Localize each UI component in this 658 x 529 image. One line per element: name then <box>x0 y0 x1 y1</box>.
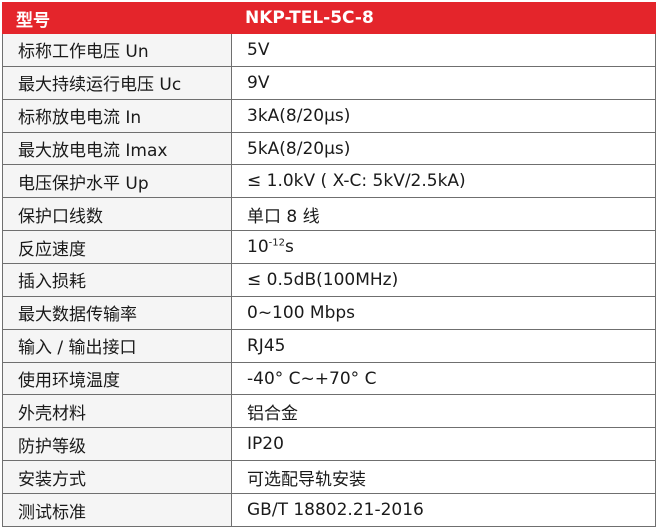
spec-value: GB/T 18802.21-2016 <box>231 493 656 527</box>
spec-label: 最大放电电流 Imax <box>2 131 232 166</box>
table-row: 反应速度 10-12s <box>2 230 656 265</box>
spec-label: 使用环境温度 <box>2 361 232 396</box>
spec-label: 电压保护水平 Up <box>2 164 232 199</box>
spec-label: 安装方式 <box>2 460 232 495</box>
header-row: 型号 NKP-TEL-5C-8 <box>2 2 656 34</box>
spec-value: ≤ 0.5dB(100MHz) <box>231 263 656 297</box>
spec-value: 铝合金 <box>231 394 656 429</box>
spec-value: 3kA(8/20μs) <box>231 98 656 133</box>
spec-label: 插入损耗 <box>2 263 232 297</box>
table-row: 最大数据传输率 0~100 Mbps <box>2 295 656 330</box>
spec-label: 反应速度 <box>2 230 232 265</box>
spec-label: 输入 / 输出接口 <box>2 328 232 363</box>
spec-value: 单口 8 线 <box>231 197 656 232</box>
value-exponent: -12 <box>268 237 285 249</box>
table-row: 插入损耗 ≤ 0.5dB(100MHz) <box>2 263 656 297</box>
spec-value: RJ45 <box>231 328 656 363</box>
spec-value: 0~100 Mbps <box>231 295 656 330</box>
table-row: 电压保护水平 Up ≤ 1.0kV ( X-C: 5kV/2.5kA) <box>2 164 656 199</box>
table-row: 外壳材料 铝合金 <box>2 394 656 429</box>
spec-label: 标称工作电压 Un <box>2 33 232 67</box>
value-unit: s <box>284 237 294 258</box>
spec-value: 可选配导轨安装 <box>231 460 656 495</box>
spec-value: 9V <box>231 65 656 100</box>
spec-label: 外壳材料 <box>2 394 232 429</box>
spec-label: 标称放电电流 In <box>2 98 232 133</box>
table-row: 防护等级 IP20 <box>2 427 656 462</box>
header-value: NKP-TEL-5C-8 <box>231 2 656 34</box>
spec-value: -40° C~+70° C <box>231 361 656 396</box>
spec-value: ≤ 1.0kV ( X-C: 5kV/2.5kA) <box>231 164 656 199</box>
table-row: 安装方式 可选配导轨安装 <box>2 460 656 495</box>
spec-label: 最大持续运行电压 Uc <box>2 65 232 100</box>
spec-value: 5kA(8/20μs) <box>231 131 656 166</box>
table-row: 保护口线数 单口 8 线 <box>2 197 656 232</box>
value-base: 10 <box>247 237 269 258</box>
table-row: 最大持续运行电压 Uc 9V <box>2 65 656 100</box>
spec-label: 防护等级 <box>2 427 232 462</box>
table-row: 测试标准 GB/T 18802.21-2016 <box>2 493 656 527</box>
header-label: 型号 <box>2 2 232 34</box>
spec-value: 10-12s <box>231 230 656 265</box>
spec-label: 保护口线数 <box>2 197 232 232</box>
table-row: 最大放电电流 Imax 5kA(8/20μs) <box>2 131 656 166</box>
table-row: 标称工作电压 Un 5V <box>2 33 656 67</box>
table-row: 使用环境温度 -40° C~+70° C <box>2 361 656 396</box>
spec-value: IP20 <box>231 427 656 462</box>
spec-value: 5V <box>231 33 656 67</box>
spec-label: 测试标准 <box>2 493 232 527</box>
table-row: 输入 / 输出接口 RJ45 <box>2 328 656 363</box>
spec-label: 最大数据传输率 <box>2 295 232 330</box>
table-row: 标称放电电流 In 3kA(8/20μs) <box>2 98 656 133</box>
